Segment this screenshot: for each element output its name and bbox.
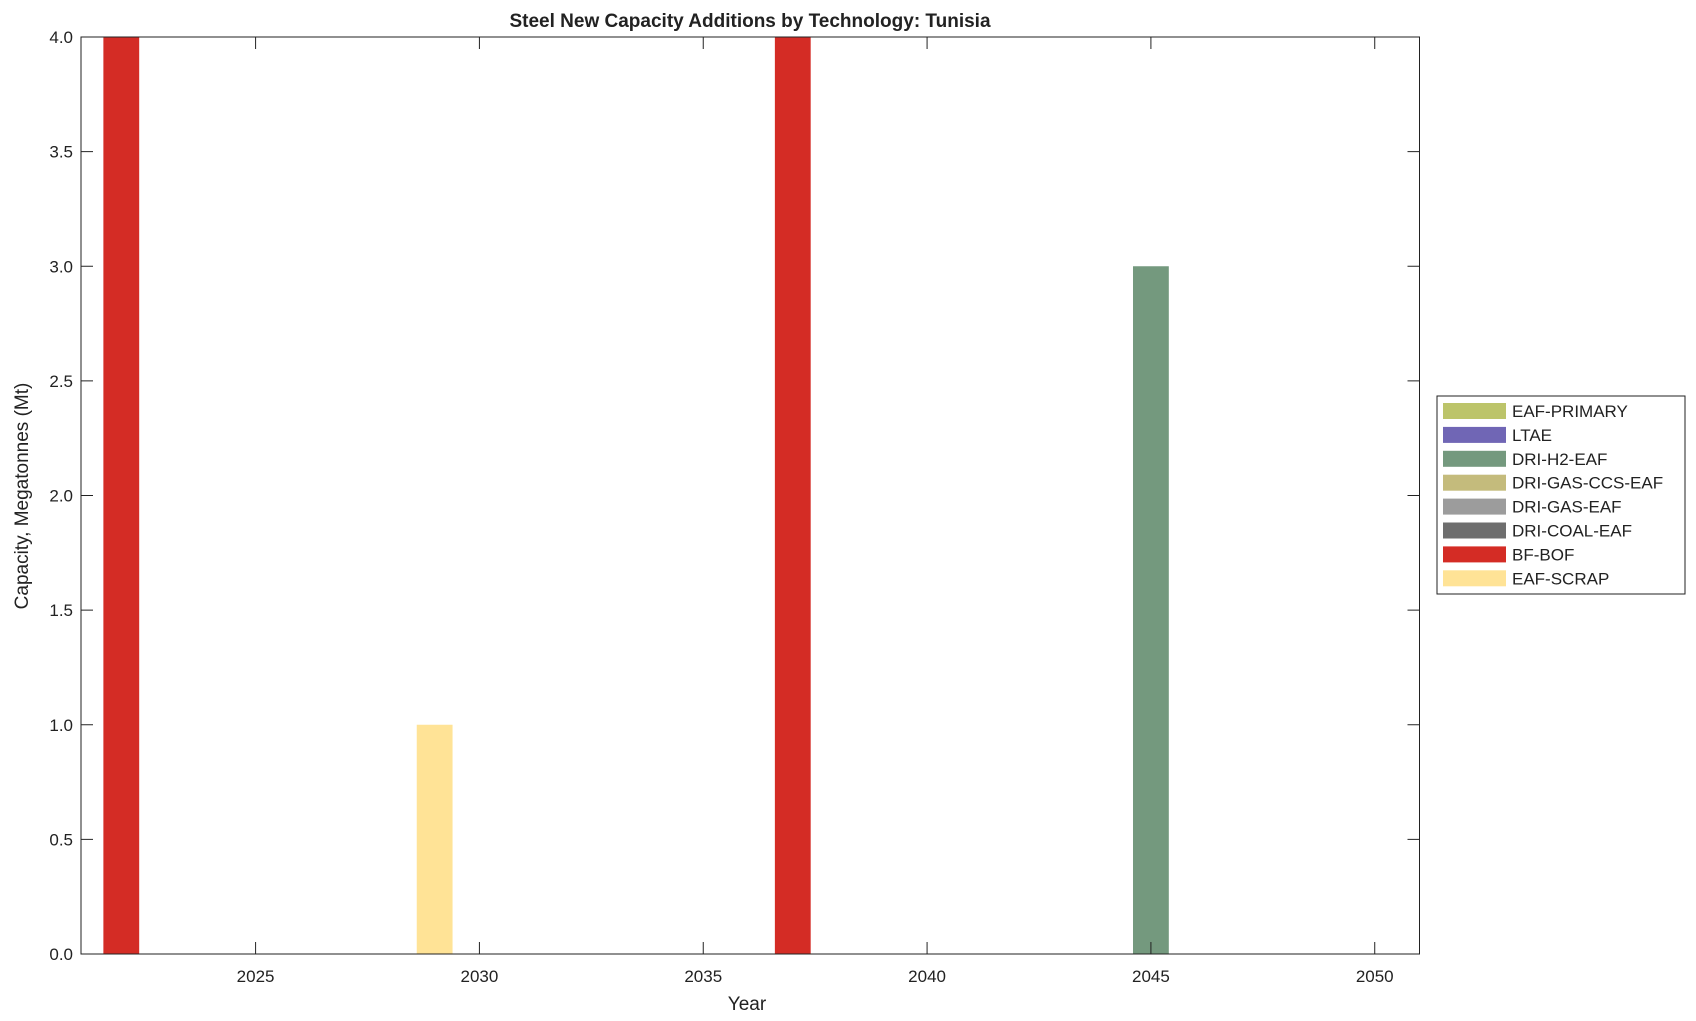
bar-dri-h2-eaf-2045 [1132, 266, 1169, 954]
x-tick-label: 2040 [908, 967, 946, 986]
legend-label: DRI-GAS-EAF [1512, 498, 1622, 517]
x-tick-label: 2035 [684, 967, 722, 986]
x-tick-label: 2045 [1132, 967, 1170, 986]
bar-eaf-scrap-2029 [416, 724, 453, 954]
chart-title: Steel New Capacity Additions by Technolo… [509, 11, 990, 32]
plot-frame [80, 36, 1420, 955]
ticks-layer: 2025 2030 2035 2040 2045 2050 0.0 0.5 1.0 1.5 2.0 2… [49, 28, 1420, 986]
legend-item-dri-gas-ccs-eaf: DRI-GAS-CCS-EAF [1443, 474, 1663, 493]
legend-swatch [1443, 522, 1506, 539]
legend-swatch [1443, 546, 1506, 563]
y-tick-label: 0.5 [49, 830, 73, 849]
y-tick-label: 0.0 [49, 945, 73, 964]
y-tick-label: 3.0 [49, 257, 73, 276]
y-tick-label: 4.0 [49, 28, 73, 47]
x-tick-label: 2050 [1356, 967, 1394, 986]
legend-item-bf-bof: BF-BOF [1443, 545, 1574, 564]
legend-label: DRI-COAL-EAF [1512, 522, 1632, 541]
y-tick-label: 3.5 [49, 143, 73, 162]
legend-swatch [1443, 450, 1506, 467]
y-tick-label: 2.0 [49, 487, 73, 506]
bars-layer [103, 37, 1169, 954]
legend-swatch [1443, 498, 1506, 515]
y-axis-label: Capacity, Megatonnes (Mt) [12, 383, 33, 610]
bar-bf-bof-2037 [774, 37, 811, 954]
legend-swatch [1443, 426, 1506, 443]
y-tick-label: 1.0 [49, 716, 73, 735]
x-axis-label: Year [728, 994, 767, 1015]
x-tick-label: 2025 [237, 967, 275, 986]
legend-label: LTAE [1512, 426, 1552, 445]
legend-item-eaf-scrap: EAF-SCRAP [1443, 569, 1609, 588]
legend-label: DRI-GAS-CCS-EAF [1512, 474, 1663, 493]
legend: EAF-PRIMARY LTAE DRI-H2-EAF DRI-GAS-CCS-EAF… [1436, 395, 1686, 595]
legend-item-ltae: LTAE [1443, 426, 1552, 445]
legend-label: DRI-H2-EAF [1512, 450, 1607, 469]
legend-swatch [1443, 570, 1506, 587]
x-tick-label: 2030 [461, 967, 499, 986]
y-tick-label: 2.5 [49, 372, 73, 391]
legend-swatch [1443, 403, 1506, 419]
bar-bf-bof-2022 [103, 37, 140, 954]
legend-label: BF-BOF [1512, 545, 1574, 564]
legend-item-dri-coal-eaf: DRI-COAL-EAF [1443, 522, 1632, 541]
legend-item-dri-gas-eaf: DRI-GAS-EAF [1443, 498, 1622, 517]
legend-swatch [1443, 474, 1506, 491]
legend-item-eaf-primary: EAF-PRIMARY [1443, 402, 1628, 421]
y-tick-label: 1.5 [49, 601, 73, 620]
legend-label: EAF-SCRAP [1512, 569, 1609, 588]
legend-item-dri-h2-eaf: DRI-H2-EAF [1443, 450, 1607, 469]
legend-label: EAF-PRIMARY [1512, 402, 1628, 421]
